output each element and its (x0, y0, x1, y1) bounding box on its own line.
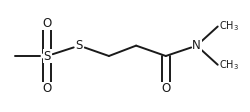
Text: S: S (76, 39, 83, 52)
Text: S: S (44, 50, 51, 62)
Text: O: O (42, 82, 52, 95)
Text: N: N (192, 39, 201, 52)
Text: O: O (42, 17, 52, 30)
Text: CH$_3$: CH$_3$ (219, 20, 239, 33)
Text: CH$_3$: CH$_3$ (219, 58, 239, 72)
Text: O: O (161, 82, 170, 95)
